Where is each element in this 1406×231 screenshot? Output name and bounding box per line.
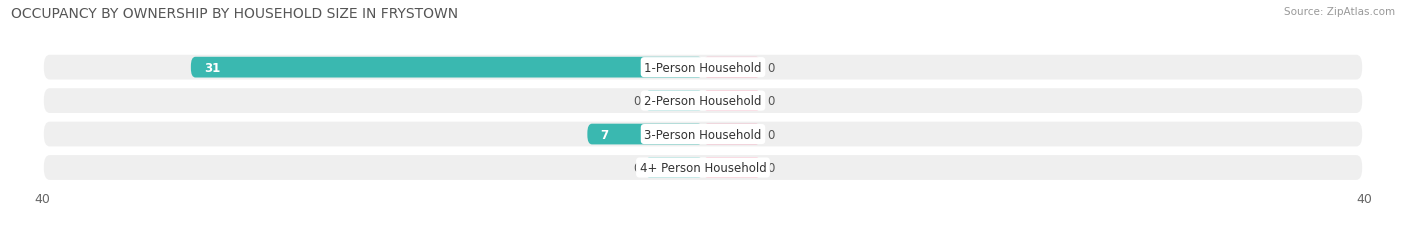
Text: 7: 7 [600,128,609,141]
Text: 1-Person Household: 1-Person Household [644,61,762,74]
FancyBboxPatch shape [44,155,1362,180]
Text: 0: 0 [633,161,640,174]
Text: 0: 0 [768,61,775,74]
FancyBboxPatch shape [645,158,703,178]
Text: 0: 0 [768,95,775,108]
FancyBboxPatch shape [44,122,1362,147]
Text: 31: 31 [204,61,221,74]
Text: 4+ Person Household: 4+ Person Household [640,161,766,174]
FancyBboxPatch shape [191,58,703,78]
FancyBboxPatch shape [44,55,1362,80]
FancyBboxPatch shape [588,124,703,145]
Text: 0: 0 [768,161,775,174]
FancyBboxPatch shape [44,89,1362,113]
FancyBboxPatch shape [645,91,703,112]
FancyBboxPatch shape [703,91,761,112]
FancyBboxPatch shape [703,124,761,145]
Text: 0: 0 [768,128,775,141]
Text: 0: 0 [633,95,640,108]
Text: OCCUPANCY BY OWNERSHIP BY HOUSEHOLD SIZE IN FRYSTOWN: OCCUPANCY BY OWNERSHIP BY HOUSEHOLD SIZE… [11,7,458,21]
Text: Source: ZipAtlas.com: Source: ZipAtlas.com [1284,7,1395,17]
Text: 3-Person Household: 3-Person Household [644,128,762,141]
Text: 2-Person Household: 2-Person Household [644,95,762,108]
FancyBboxPatch shape [703,58,761,78]
FancyBboxPatch shape [703,158,761,178]
